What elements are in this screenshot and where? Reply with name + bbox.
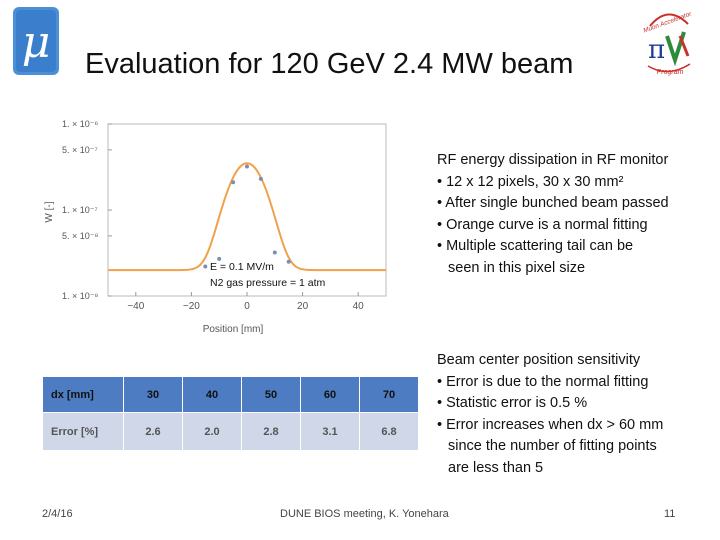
annotation-field: E = 0.1 MV/m [210,261,274,273]
rf-heading: RF energy dissipation in RF monitor [437,152,669,168]
table-cell: Error [%] [42,412,124,451]
table-header-cell: 60 [300,376,360,413]
rf-bullet-4: • Multiple scattering tail can be [437,238,634,255]
y-tick-label: 1. × 10⁻⁶ [62,119,99,129]
data-point [272,250,277,255]
table-row: Error [%] 2.6 2.0 2.8 3.1 6.8 [42,412,419,451]
sens-heading: Beam center position sensitivity [437,352,641,368]
y-tick-label: 5. × 10⁻⁷ [62,145,98,155]
y-tick-label: 1. × 10⁻⁸ [62,291,99,301]
sens-bullet-2: • Statistic error is 0.5 % [437,395,588,412]
x-axis-label: Position [mm] [203,324,264,335]
y-tick-label: 1. × 10⁻⁷ [62,205,98,215]
rf-dissipation-notes: RF energy dissipation in RF monitor • 12… [437,150,669,280]
rf-bullet-3: • Orange curve is a normal fitting [437,216,648,233]
svg-text:π: π [648,35,665,65]
mu-logo-symbol: μ [22,17,51,68]
x-tick-label: 0 [244,301,250,312]
slide-title: Evaluation for 120 GeV 2.4 MW beam [85,48,574,80]
table-cell: 2.8 [241,412,301,451]
mu-logo: μ [13,7,59,75]
table-header-cell: 50 [241,376,301,413]
sens-bullet-1: • Error is due to the normal fitting [437,373,649,390]
y-tick-label: 5. × 10⁻⁸ [62,231,99,241]
table-header-cell: 40 [182,376,242,413]
map-logo-line2: Program [657,69,684,76]
data-point [245,164,249,169]
data-point [286,259,291,264]
x-tick-label: −20 [183,301,200,312]
footer-page-number: 11 [664,508,676,520]
table-header-cell: 30 [123,376,183,413]
error-table: dx [mm] 30 40 50 60 70 Error [%] 2.6 2.0… [42,376,419,451]
sens-bullet-3-cont2: are less than 5 [448,459,544,476]
rf-bullet-4-cont: seen in this pixel size [448,259,586,276]
fit-curve [108,162,386,272]
sensitivity-notes: Beam center position sensitivity • Error… [437,350,663,480]
footer-center: DUNE BIOS meeting, K. Yonehara [280,508,449,520]
rf-bullet-2: • After single bunched beam passed [437,195,669,212]
rf-bullet-1: • 12 x 12 pixels, 30 x 30 mm² [437,173,624,190]
position-distribution-plot: −40 −20 0 20 40 1. × 10⁻⁸ 5. × 10⁻⁸ 1. × 10⁻⁷ 5.… [44,119,387,335]
footer-date: 2/4/16 [42,508,73,520]
y-axis-label: W [-] [44,201,55,222]
table-header-cell: dx [mm] [42,376,124,413]
data-point [231,180,236,185]
annotation-gas: N2 gas pressure = 1 atm [210,277,326,289]
sens-bullet-3: • Error increases when dx > 60 mm [437,416,664,433]
table-cell: 2.6 [123,412,183,451]
table-header-row: dx [mm] 30 40 50 60 70 [42,376,419,413]
x-tick-label: −40 [127,301,144,312]
table-cell: 6.8 [359,412,419,451]
table-header-cell: 70 [359,376,419,413]
data-point [203,264,208,269]
x-tick-label: 20 [297,301,309,312]
data-point [258,176,263,181]
table-cell: 2.0 [182,412,242,451]
data-point [217,256,222,261]
map-logo: Muon Accelerator π Program [642,10,693,76]
sens-bullet-3-cont1: since the number of fitting points [448,438,657,455]
x-tick-label: 40 [353,301,365,312]
table-cell: 3.1 [300,412,360,451]
